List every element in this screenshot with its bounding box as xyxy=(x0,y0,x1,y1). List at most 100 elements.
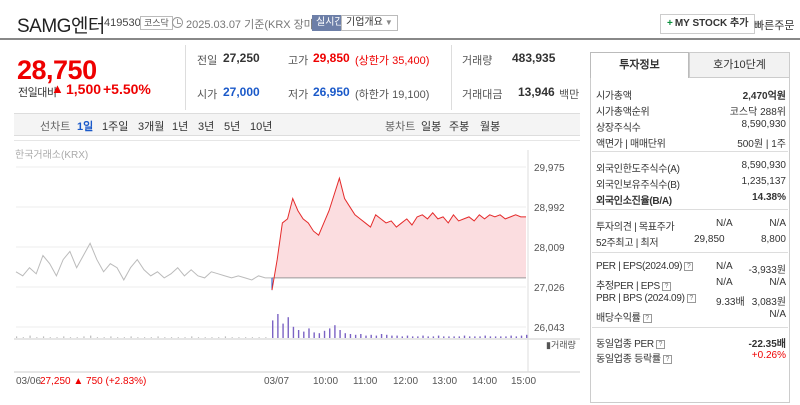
help-icon[interactable]: ? xyxy=(655,339,665,349)
prev-volume-bar xyxy=(204,337,206,338)
amount-value: 13,946 xyxy=(518,85,555,99)
period-1w[interactable]: 1주일 xyxy=(102,121,129,133)
x-tick-label: 14:00 xyxy=(472,376,497,387)
period-10y[interactable]: 10년 xyxy=(250,121,273,133)
period-1y[interactable]: 1년 xyxy=(172,121,189,133)
today-volume-bar xyxy=(500,336,502,338)
today-volume-bar xyxy=(427,336,429,338)
candle-chart-label: 봉차트 xyxy=(385,121,416,133)
change-rate: +5.50% xyxy=(103,81,151,97)
x-tick-label: 10:00 xyxy=(313,376,338,387)
week52-label: 52주최고 | 최저 xyxy=(596,238,659,249)
foreign-hold-label: 외국인보유주식수(B) xyxy=(596,180,680,191)
par-value: 500원 | 1주 xyxy=(737,139,786,150)
prev-volume-bar xyxy=(76,337,78,338)
period-3y[interactable]: 3년 xyxy=(198,121,215,133)
add-mystock-button[interactable]: + MY STOCK 추가 xyxy=(660,14,756,34)
help-icon[interactable]: ? xyxy=(684,261,694,271)
prev-volume-bar xyxy=(238,337,240,338)
sector-per-label: 동일업종 PER? xyxy=(596,335,665,350)
open-label: 시가 xyxy=(197,89,218,101)
prev-volume-bar xyxy=(16,336,18,338)
candle-daily[interactable]: 일봉 xyxy=(421,121,442,133)
prev-volume-bar xyxy=(117,337,119,338)
today-volume-bar xyxy=(365,335,367,338)
candle-monthly[interactable]: 월봉 xyxy=(480,121,501,133)
opinion-label: 투자의견 | 목표주가 xyxy=(596,222,675,233)
eps-value: -3,933원 xyxy=(748,265,786,276)
today-volume-bar xyxy=(443,336,445,338)
low-label: 저가 xyxy=(288,89,309,101)
prev-day-label: 03/06 xyxy=(16,376,41,387)
prev-volume-bar xyxy=(258,337,260,338)
help-icon[interactable]: ? xyxy=(661,281,671,291)
sector-rate-text: 동일업종 등락률 xyxy=(596,354,661,365)
market-badge: 코스닥 xyxy=(140,16,173,30)
today-volume-bar xyxy=(468,336,471,338)
prev-close-label: 전일 xyxy=(197,55,218,67)
market-cap-value: 2,470억원 xyxy=(742,91,786,102)
candle-weekly[interactable]: 주봉 xyxy=(449,121,470,133)
quick-order-link[interactable]: 빠른주문 xyxy=(754,20,795,32)
lower-limit: (하한가 19,100) xyxy=(355,89,430,101)
opinion-value: N/A xyxy=(716,218,733,229)
prev-volume-bar xyxy=(69,337,72,338)
pbr-bps-text: PBR | BPS (2024.09) xyxy=(596,293,685,304)
market-cap-label: 시가총액 xyxy=(596,91,632,102)
prev-volume-bar xyxy=(150,337,152,338)
today-volume-bar xyxy=(272,320,274,338)
date-text: 2025.03.07 기준(KRX 장마감) xyxy=(186,19,328,31)
company-overview-dropdown[interactable]: 기업개요 ▼ xyxy=(341,15,398,31)
today-volume-bar xyxy=(339,330,341,338)
foreign-rate-value: 14.38% xyxy=(752,192,786,203)
prev-volume-bar xyxy=(56,337,58,338)
company-overview-label: 기업개요 xyxy=(346,17,383,28)
foreign-limit-label: 외국인한도주식수(A) xyxy=(596,164,680,175)
help-icon[interactable]: ? xyxy=(642,313,652,323)
stock-header xyxy=(0,0,800,40)
prev-volume-bar xyxy=(63,336,65,338)
dividend-value: N/A xyxy=(769,309,786,320)
y-tick-label: 27,026 xyxy=(534,283,565,294)
period-5y[interactable]: 5년 xyxy=(224,121,241,133)
prev-volume-bar xyxy=(96,337,99,338)
today-volume-bar xyxy=(505,336,507,338)
y-tick-label: 29,975 xyxy=(534,163,565,174)
prev-volume-bar xyxy=(137,337,139,338)
prev-volume-bar xyxy=(251,337,253,338)
today-volume-bar xyxy=(526,334,528,338)
prev-volume-bar xyxy=(224,336,227,338)
tab-order-book[interactable]: 호가10단계 xyxy=(689,52,790,78)
help-icon[interactable]: ? xyxy=(686,293,696,303)
period-3m[interactable]: 3개월 xyxy=(138,121,165,133)
today-price-area xyxy=(272,178,526,291)
est-per-eps-label: 추정PER | EPS? xyxy=(596,277,671,292)
today-volume-bar xyxy=(303,331,305,338)
today-volume-bar xyxy=(282,323,284,338)
today-volume-bar xyxy=(520,335,523,338)
tab-investment-info[interactable]: 투자정보 xyxy=(590,52,689,78)
divider xyxy=(592,209,788,210)
shares-label: 상장주식수 xyxy=(596,123,641,134)
period-1d[interactable]: 1일 xyxy=(77,121,94,133)
prev-volume-bar xyxy=(265,337,267,338)
help-icon[interactable]: ? xyxy=(662,354,672,364)
prev-volume-bar xyxy=(231,337,233,338)
bps-value: 3,083원 xyxy=(751,297,786,308)
prev-volume-bar xyxy=(144,337,146,338)
price-chart[interactable]: 29,975 28,992 28,009 27,026 26,043 ▮거래량 03/07 1… xyxy=(14,140,580,402)
quote-table xyxy=(185,45,580,110)
low-value: 26,950 xyxy=(313,85,350,99)
high-value: 29,850 xyxy=(313,51,350,65)
prev-volume-bar xyxy=(123,337,125,338)
par-label: 액면가 | 매매단위 xyxy=(596,139,666,150)
plus-icon: + xyxy=(667,18,673,29)
prev-volume-bar xyxy=(22,337,24,338)
upper-limit: (상한가 35,400) xyxy=(355,55,430,67)
today-price-line xyxy=(271,176,526,291)
realtime-button[interactable]: 실시간 xyxy=(312,15,348,31)
current-price: 28,750 xyxy=(17,55,97,85)
per-eps-text: PER | EPS(2024.09) xyxy=(596,261,683,272)
sector-per-text: 동일업종 PER xyxy=(596,339,654,350)
prev-volume-bar xyxy=(170,337,173,338)
